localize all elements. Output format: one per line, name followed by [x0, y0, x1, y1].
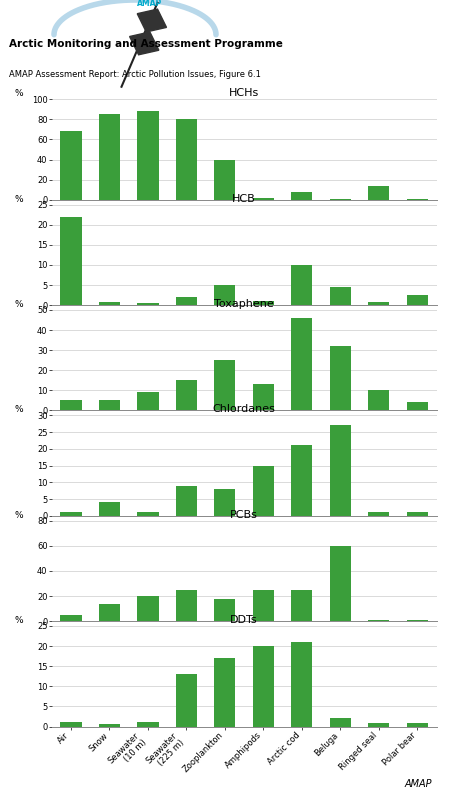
Bar [99, 400, 120, 410]
Bar [330, 719, 351, 727]
Bar [291, 192, 312, 200]
Bar [176, 297, 197, 305]
Polygon shape [130, 32, 159, 55]
Title: HCHs: HCHs [229, 88, 259, 98]
Bar [368, 512, 389, 516]
Title: Chlordanes: Chlordanes [213, 404, 275, 414]
Bar [368, 391, 389, 410]
Bar [99, 603, 120, 621]
Bar [60, 512, 81, 516]
Y-axis label: %: % [15, 300, 23, 309]
Title: PCBs: PCBs [230, 510, 258, 520]
Bar [291, 445, 312, 516]
Text: AMAP: AMAP [137, 0, 162, 9]
Bar [330, 426, 351, 516]
Title: HCB: HCB [232, 194, 256, 204]
Bar [60, 132, 81, 200]
Text: Arctic Monitoring and Assessment Programme: Arctic Monitoring and Assessment Program… [9, 39, 283, 48]
Bar [368, 302, 389, 305]
Polygon shape [137, 9, 166, 32]
Bar [99, 302, 120, 305]
Bar [330, 346, 351, 410]
Y-axis label: %: % [15, 405, 23, 414]
Bar [368, 186, 389, 200]
Title: DDTs: DDTs [230, 615, 258, 625]
Bar [176, 486, 197, 516]
Bar [137, 596, 158, 621]
Bar [253, 384, 274, 410]
Bar [137, 512, 158, 516]
Bar [214, 285, 235, 305]
Bar [253, 465, 274, 516]
Bar [214, 489, 235, 516]
Bar [253, 646, 274, 727]
Bar [137, 303, 158, 305]
Bar [253, 198, 274, 200]
Bar [99, 503, 120, 516]
Bar [330, 198, 351, 200]
Bar [137, 392, 158, 410]
Bar [407, 403, 428, 410]
Y-axis label: %: % [15, 195, 23, 203]
Bar [214, 658, 235, 727]
Bar [60, 615, 81, 621]
Bar [60, 217, 81, 305]
Bar [253, 301, 274, 305]
Bar [330, 545, 351, 621]
Text: AMAP Assessment Report: Arctic Pollution Issues, Figure 6.1: AMAP Assessment Report: Arctic Pollution… [9, 71, 261, 79]
Y-axis label: %: % [15, 616, 23, 625]
Bar [330, 287, 351, 305]
Bar [99, 114, 120, 200]
Bar [407, 723, 428, 727]
Bar [214, 160, 235, 200]
Bar [176, 380, 197, 410]
Bar [99, 724, 120, 727]
Bar [368, 620, 389, 621]
Bar [176, 590, 197, 621]
Bar [60, 400, 81, 410]
Bar [291, 265, 312, 305]
Bar [253, 590, 274, 621]
Bar [368, 723, 389, 727]
Bar [291, 642, 312, 727]
Y-axis label: %: % [15, 89, 23, 98]
Bar [214, 599, 235, 621]
Bar [137, 723, 158, 727]
Bar [407, 620, 428, 621]
Bar [291, 318, 312, 410]
Bar [407, 512, 428, 516]
Bar [176, 119, 197, 200]
Text: AMAP: AMAP [405, 779, 432, 789]
Bar [407, 295, 428, 305]
Bar [60, 723, 81, 727]
Title: Toxaphene: Toxaphene [214, 299, 274, 309]
Bar [137, 111, 158, 200]
Y-axis label: %: % [15, 511, 23, 519]
Bar [407, 198, 428, 200]
Bar [291, 590, 312, 621]
Bar [176, 674, 197, 727]
Bar [214, 360, 235, 410]
